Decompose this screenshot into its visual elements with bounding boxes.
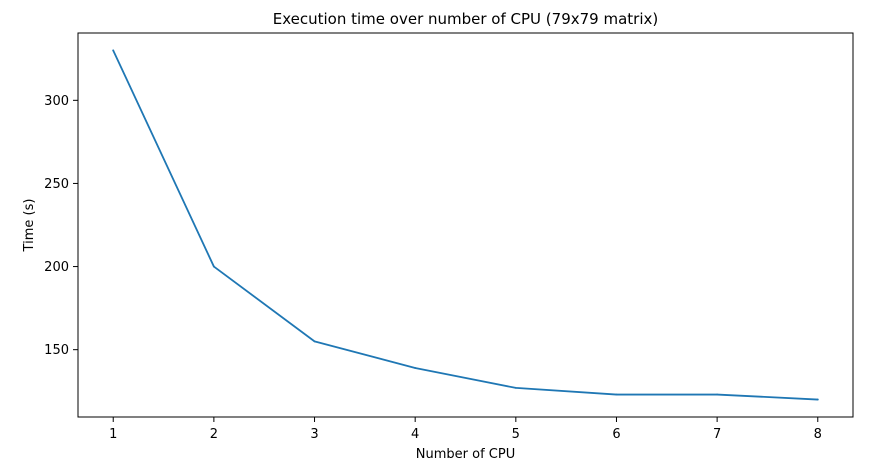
x-tick-label: 6	[612, 427, 620, 442]
x-tick-label: 1	[109, 427, 117, 442]
data-point	[313, 340, 316, 343]
data-point	[615, 393, 618, 396]
axes-frame	[77, 32, 854, 418]
y-tick-label: 150	[44, 343, 69, 358]
x-axis-label: Number of CPU	[416, 447, 515, 462]
data-point	[212, 265, 215, 268]
x-tick-label: 7	[713, 427, 721, 442]
y-tick-label: 200	[44, 260, 69, 275]
x-tick-label: 5	[512, 427, 520, 442]
y-tick-label: 300	[44, 94, 69, 109]
chart-title: Execution time over number of CPU (79x79…	[273, 10, 658, 28]
plot-area	[77, 32, 854, 418]
x-tick-label: 3	[310, 427, 318, 442]
y-axis: 150 200 250 300	[44, 94, 78, 358]
data-point	[414, 367, 417, 369]
x-tick-label: 2	[210, 427, 218, 442]
x-tick-label: 8	[814, 427, 822, 442]
data-point	[816, 398, 819, 401]
x-tick-label: 4	[411, 427, 419, 442]
data-point	[514, 387, 517, 389]
x-axis: 1 2 3 4 5 6 7 8	[109, 417, 822, 442]
data-point	[112, 49, 115, 52]
y-axis-label: Time (s)	[22, 199, 37, 253]
series-group	[112, 49, 819, 401]
y-tick-label: 250	[44, 177, 69, 192]
data-point	[716, 393, 719, 396]
series-line	[112, 49, 819, 401]
